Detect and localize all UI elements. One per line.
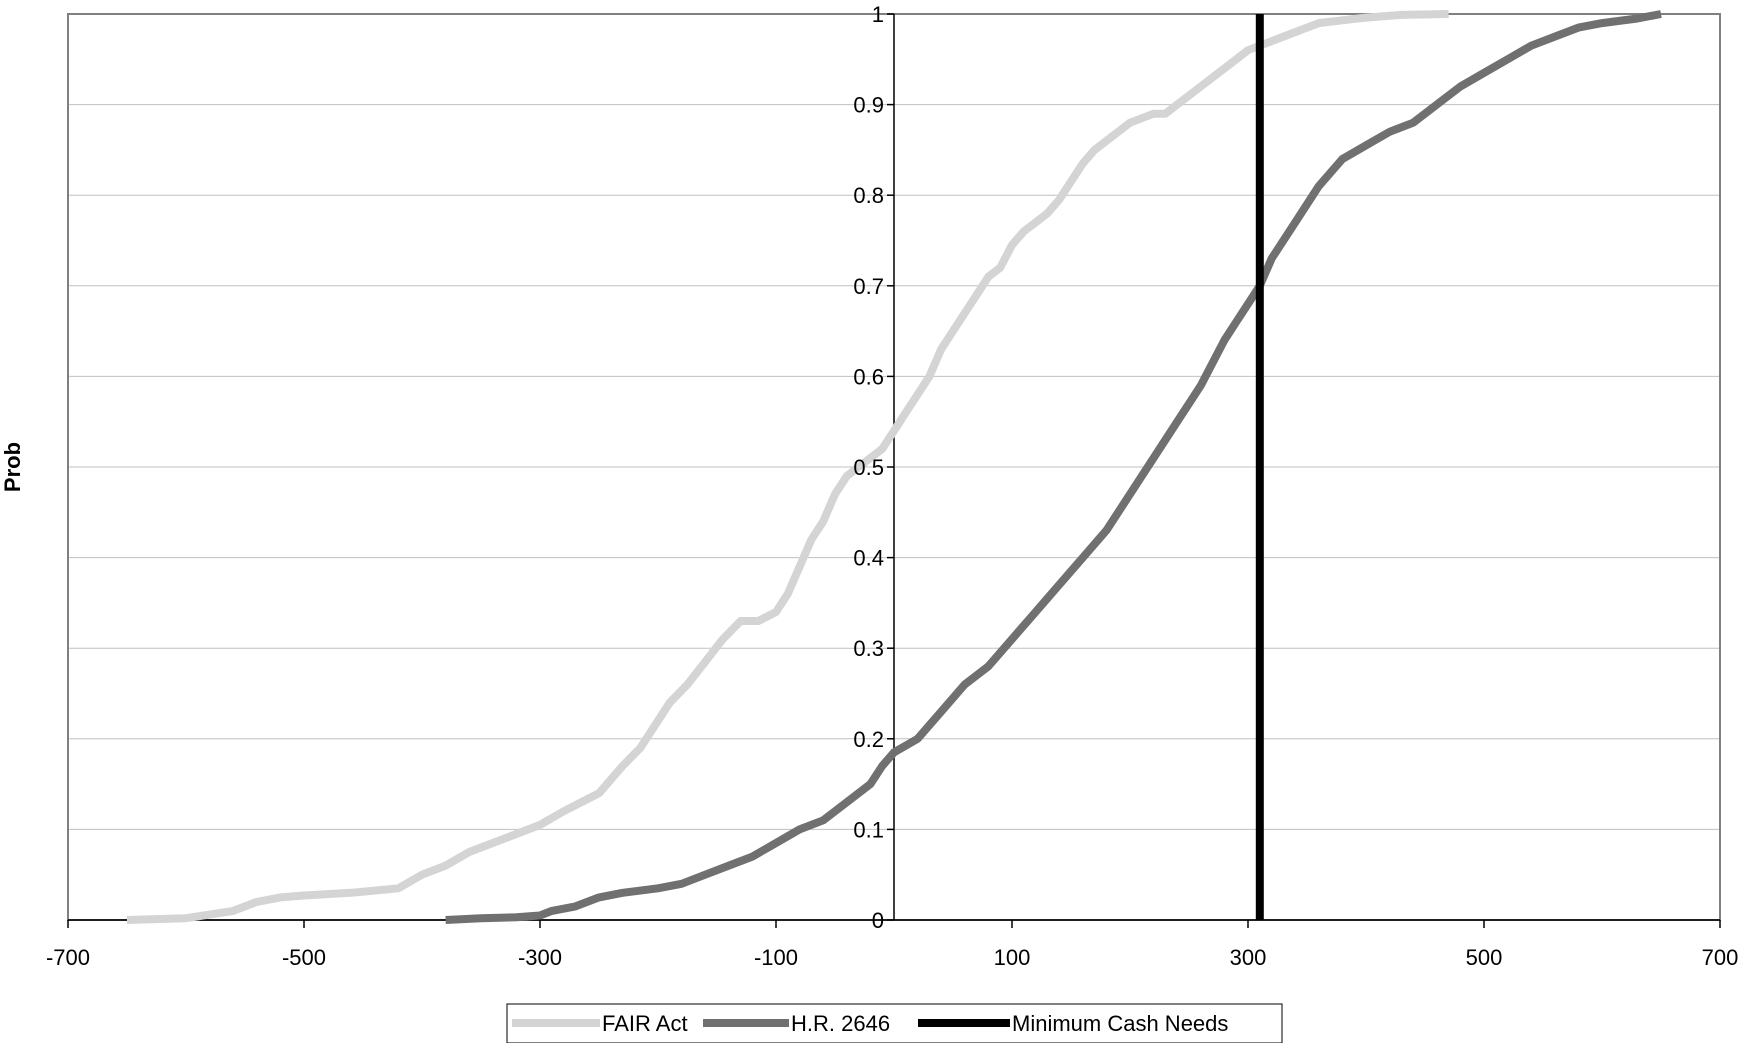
ticks: 0 0.1 0.2 0.3 0.4 0.5 0.6 0.7 0.8 0.9 1 -700 -500 -30… (46, 2, 1738, 970)
y-tick-label: 0.4 (853, 546, 884, 571)
legend-label: H.R. 2646 (791, 1011, 890, 1036)
x-tick-label: -500 (282, 945, 326, 970)
series-line-1 (126, 10, 1449, 924)
y-tick-label: 0.7 (853, 274, 884, 299)
y-axis-title: Prob (0, 442, 25, 492)
legend-box (506, 1003, 1283, 1044)
legend-label: Minimum Cash Needs (1012, 1011, 1228, 1036)
x-tick-label: 300 (1230, 945, 1267, 970)
series-layer (126, 10, 1662, 924)
y-tick-label: 0.9 (853, 93, 884, 118)
x-tick-label: -300 (518, 945, 562, 970)
x-tick-label: 500 (1466, 945, 1503, 970)
y-tick-label: 0.5 (853, 455, 884, 480)
y-tick-label: 0.2 (853, 727, 884, 752)
series-line-2 (445, 10, 1662, 924)
y-tick-label: 0 (872, 908, 884, 933)
y-tick-label: 1 (872, 2, 884, 27)
legend: FAIR Act H.R. 2646 Minimum Cash Needs (506, 1003, 1283, 1044)
x-tick-label: -100 (754, 945, 798, 970)
x-tick-label: 700 (1702, 945, 1739, 970)
y-tick-label: 0.3 (853, 636, 884, 661)
y-tick-label: 0.6 (853, 364, 884, 389)
x-tick-label: 100 (994, 945, 1031, 970)
y-tick-label: 0.8 (853, 183, 884, 208)
legend-label: FAIR Act (602, 1011, 688, 1036)
y-tick-label: 0.1 (853, 817, 884, 842)
x-tick-label: -700 (46, 945, 90, 970)
